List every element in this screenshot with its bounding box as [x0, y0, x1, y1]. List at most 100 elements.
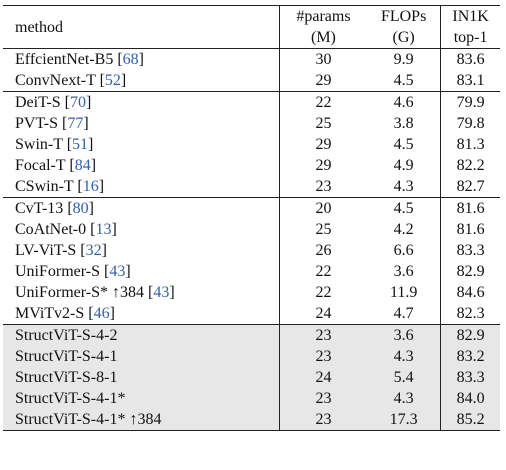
params-cell: 20 [278, 197, 368, 219]
params-cell: 23 [278, 324, 368, 346]
table-row: UniFormer-S [43] 22 3.6 82.9 [3, 261, 500, 282]
method-name: StructViT-S-4-1* ↑384 [15, 411, 162, 428]
flops-cell: 4.5 [393, 136, 414, 153]
top1-cell: 79.9 [440, 91, 500, 113]
params-cell: 22 [278, 91, 368, 113]
params-cell: 30 [278, 48, 368, 70]
method-cell: StructViT-S-8-1 [3, 367, 280, 388]
method-name: CoAtNet-0 [15, 221, 87, 238]
top1-cell: 81.6 [440, 197, 500, 219]
flops-cell: 3.6 [393, 263, 414, 280]
params-cell: 25 [278, 113, 368, 134]
method-name: StructViT-S-8-1 [15, 369, 118, 386]
table-row: CSwin-T [16] 23 4.3 82.7 [3, 176, 500, 198]
table-row: StructViT-S-8-1 24 5.4 83.3 [3, 367, 500, 388]
method-cell: CSwin-T [16] [15, 178, 105, 195]
citation-link[interactable]: 13 [95, 221, 112, 238]
results-table: method #params FLOPs IN1K (M) (G) top-1 … [3, 5, 500, 431]
top1-cell: 83.2 [440, 346, 500, 367]
table-row: PVT-S [77] 25 3.8 79.8 [3, 113, 500, 134]
params-cell: 22 [278, 282, 368, 303]
top1-cell: 85.2 [440, 409, 500, 431]
citation-link[interactable]: 68 [122, 51, 139, 68]
top1-cell: 83.3 [440, 367, 500, 388]
top1-cell: 82.7 [440, 176, 500, 198]
citation-link[interactable]: 46 [93, 305, 110, 322]
header-params-unit: (M) [278, 27, 368, 49]
table-row: UniFormer-S* ↑384 [43] 22 11.9 84.6 [3, 282, 500, 303]
method-cell: CoAtNet-0 [13] [15, 221, 117, 238]
flops-cell: 4.7 [393, 305, 414, 322]
header-top1-unit: top-1 [440, 27, 500, 49]
citation-link[interactable]: 77 [67, 115, 84, 132]
method-name: StructViT-S-4-1 [15, 348, 118, 365]
method-cell: StructViT-S-4-1* ↑384 [3, 409, 280, 431]
header-flops: FLOPs [367, 5, 441, 27]
top1-cell: 82.2 [440, 155, 500, 176]
flops-cell: 9.9 [367, 48, 441, 70]
method-cell: DeiT-S [70] [3, 91, 280, 113]
method-name: Focal-T [15, 157, 66, 174]
method-name: UniFormer-S* ↑384 [15, 284, 145, 301]
method-cell: ConvNext-T [52] [15, 72, 127, 89]
header-method: method [3, 5, 280, 49]
header-top1: IN1K [440, 5, 500, 27]
params-cell: 22 [278, 261, 368, 282]
citation-link[interactable]: 51 [72, 136, 89, 153]
method-name: LV-ViT-S [15, 242, 77, 259]
flops-cell: 3.8 [393, 115, 414, 132]
top1-cell: 83.1 [440, 70, 500, 92]
method-cell: CvT-13 [80] [3, 197, 280, 219]
method-name: MViTv2-S [15, 305, 85, 322]
method-cell: EffcientNet-B5 [68] [3, 48, 280, 70]
flops-cell: 4.3 [393, 178, 414, 195]
method-name: ConvNext-T [15, 72, 96, 89]
table-body: EffcientNet-B5 [68] 30 9.9 83.6 ConvNext-T [… [3, 48, 500, 431]
method-cell: Swin-T [51] [15, 136, 94, 153]
table-row: Swin-T [51] 29 4.5 81.3 [3, 134, 500, 155]
params-cell: 24 [278, 367, 368, 388]
citation-link[interactable]: 16 [82, 178, 99, 195]
flops-cell: 4.6 [367, 91, 441, 113]
table-row: LV-ViT-S [32] 26 6.6 83.3 [3, 240, 500, 261]
watermark: CSDN @re... [376, 447, 450, 461]
citation-link[interactable]: 80 [72, 200, 89, 217]
top1-cell: 81.3 [440, 134, 500, 155]
method-name: UniFormer-S [15, 263, 101, 280]
citation-link[interactable]: 32 [85, 242, 102, 259]
citation-link[interactable]: 70 [69, 94, 86, 111]
citation-link[interactable]: 43 [153, 284, 170, 301]
table-row: DeiT-S [70] 22 4.6 79.9 [3, 91, 500, 113]
table-row: Focal-T [84] 29 4.9 82.2 [3, 155, 500, 176]
params-cell: 29 [278, 70, 368, 92]
flops-cell: 17.3 [367, 409, 441, 431]
table-row: CvT-13 [80] 20 4.5 81.6 [3, 197, 500, 219]
method-name: StructViT-S-4-1* [15, 390, 126, 407]
flops-cell: 4.9 [393, 157, 414, 174]
method-cell: StructViT-S-4-1* [3, 388, 280, 409]
flops-cell: 4.3 [367, 388, 441, 409]
method-name: EffcientNet-B5 [15, 51, 114, 68]
top1-cell: 79.8 [440, 113, 500, 134]
citation-link[interactable]: 43 [109, 263, 126, 280]
header-flops-unit: (G) [367, 27, 441, 49]
params-cell: 25 [278, 219, 368, 240]
table-row: ConvNext-T [52] 29 4.5 83.1 [3, 70, 500, 92]
params-cell: 23 [278, 388, 368, 409]
table-row: CoAtNet-0 [13] 25 4.2 81.6 [3, 219, 500, 240]
params-cell: 23 [278, 176, 368, 198]
flops-cell: 3.6 [367, 324, 441, 346]
table-row: StructViT-S-4-2 23 3.6 82.9 [3, 324, 500, 346]
method-cell: StructViT-S-4-1 [3, 346, 280, 367]
top1-cell: 84.0 [440, 388, 500, 409]
method-name: CSwin-T [15, 178, 74, 195]
flops-cell: 4.5 [367, 197, 441, 219]
top1-cell: 84.6 [440, 282, 500, 303]
method-name: StructViT-S-4-2 [15, 327, 118, 344]
citation-link[interactable]: 84 [74, 157, 91, 174]
top1-cell: 83.6 [440, 48, 500, 70]
flops-cell: 5.4 [367, 367, 441, 388]
flops-cell: 4.3 [367, 346, 441, 367]
citation-link[interactable]: 52 [104, 72, 121, 89]
method-cell: PVT-S [77] [15, 115, 89, 132]
